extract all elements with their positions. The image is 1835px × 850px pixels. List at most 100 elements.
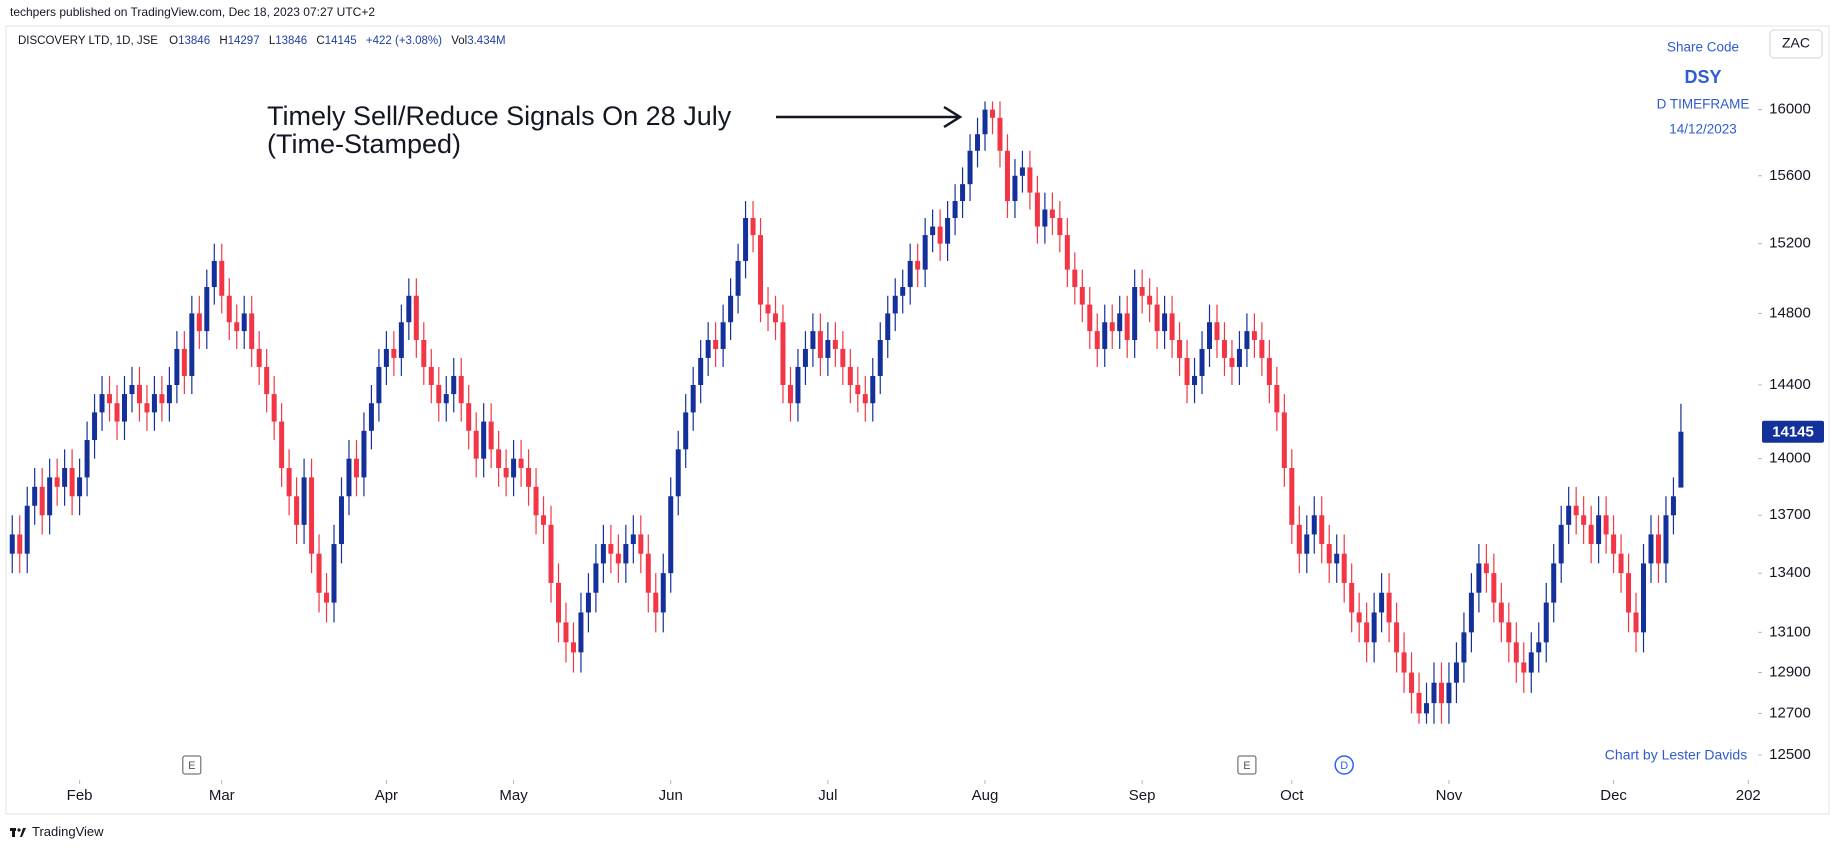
candle-body	[1057, 218, 1063, 236]
candle-body	[1349, 582, 1355, 613]
candle-body	[1491, 573, 1497, 603]
candle-body	[1177, 340, 1183, 358]
candle-body	[1244, 331, 1250, 349]
event-label: E	[188, 760, 195, 772]
last-price-label: 14145	[1772, 424, 1814, 441]
change: +422 (+3.08%)	[365, 35, 442, 47]
candle-body	[832, 340, 838, 349]
candle-body	[1281, 412, 1287, 469]
candle-body	[1072, 269, 1078, 288]
candle-body	[196, 313, 202, 332]
candle-body	[54, 477, 60, 487]
x-tick-label: May	[499, 787, 528, 804]
candle-body	[324, 592, 330, 603]
candle-body	[1034, 192, 1040, 227]
currency-button[interactable]	[1769, 29, 1823, 59]
candle-body	[1401, 652, 1407, 673]
candle-body	[338, 496, 344, 545]
candle-body	[541, 515, 547, 525]
candle-body	[443, 394, 449, 404]
candle-body	[1147, 295, 1153, 305]
last-price-tag	[1762, 420, 1824, 443]
ohlc-key: L	[268, 35, 276, 47]
y-tick-label: 12900	[1769, 664, 1811, 681]
candle-body	[930, 226, 936, 236]
x-tick-label: Apr	[375, 787, 398, 804]
candle-body	[353, 458, 359, 478]
candle-body	[982, 109, 988, 135]
ohlc-key: H	[219, 35, 228, 47]
candle-body	[817, 331, 823, 358]
candle-body	[271, 394, 277, 422]
symbol-legend: DISCOVERY LTD, 1D, JSE O13846 H14297 L13…	[18, 35, 512, 47]
candle-body	[9, 534, 15, 554]
candle-body	[503, 468, 509, 478]
candle-body	[219, 260, 225, 296]
candle-body	[1004, 150, 1010, 202]
candle-body	[1394, 622, 1400, 653]
candle-body	[1049, 209, 1055, 219]
candle-body	[234, 322, 240, 332]
candle-body	[593, 563, 599, 593]
candle-body	[1326, 544, 1332, 564]
candle-body	[1483, 563, 1489, 574]
y-tick-label: 13100	[1769, 623, 1811, 640]
candle-body	[518, 458, 524, 469]
candle-body	[1192, 375, 1198, 386]
candle-body	[555, 582, 561, 623]
candle-body	[570, 642, 576, 653]
candle-body	[1648, 534, 1654, 564]
candle-body	[1670, 496, 1676, 516]
candle-body	[713, 340, 719, 349]
candle-body	[107, 394, 113, 404]
candle-body	[997, 117, 1003, 151]
candle-body	[578, 612, 584, 653]
candle-body	[720, 322, 726, 349]
candle-body	[960, 184, 966, 202]
candle-body	[1341, 553, 1347, 583]
candle-body	[211, 260, 217, 288]
candle-body	[346, 458, 352, 497]
candle-body	[121, 394, 127, 422]
candle-body	[361, 430, 367, 478]
candle-body	[1453, 662, 1459, 683]
currency[interactable]: ZAC	[1782, 35, 1810, 51]
candle-body	[1603, 515, 1609, 535]
candle-body	[1476, 563, 1482, 593]
ohlc-value: 13846	[178, 35, 211, 47]
candle-body	[458, 375, 464, 404]
candle-body	[1513, 642, 1519, 663]
candle-body	[1618, 553, 1624, 574]
candle-body	[1274, 385, 1280, 413]
x-tick-label: Jun	[659, 787, 683, 804]
info-code: DSY	[1684, 67, 1721, 87]
candle-body	[114, 403, 120, 422]
candle-body	[166, 385, 172, 404]
candle-body	[204, 287, 210, 332]
candle-body	[69, 468, 75, 497]
candle-body	[368, 403, 374, 431]
candle-body	[421, 340, 427, 367]
candle-body	[1581, 515, 1587, 525]
candle-body	[1588, 524, 1594, 545]
annotation-text: Timely Sell/Reduce Signals On 28 July	[267, 101, 732, 131]
y-tick-label: 14400	[1769, 376, 1811, 393]
candle-body	[1468, 592, 1474, 633]
candle-body	[413, 295, 419, 341]
candle-body	[1416, 692, 1422, 714]
annotation-text: (Time-Stamped)	[267, 129, 461, 159]
candle-body	[600, 544, 606, 564]
candle-body	[526, 468, 532, 487]
candle-body	[159, 394, 165, 404]
candle-body	[683, 412, 689, 450]
candle-body	[1633, 612, 1639, 633]
candle-body	[473, 430, 479, 459]
candle-body	[1102, 322, 1108, 349]
candle-body	[735, 260, 741, 296]
candle-body	[1169, 313, 1175, 341]
x-tick-label: Sep	[1129, 787, 1156, 804]
candle-body	[1214, 322, 1220, 341]
candle-body	[922, 235, 928, 270]
candle-body	[496, 449, 502, 469]
candle-body	[802, 348, 808, 367]
